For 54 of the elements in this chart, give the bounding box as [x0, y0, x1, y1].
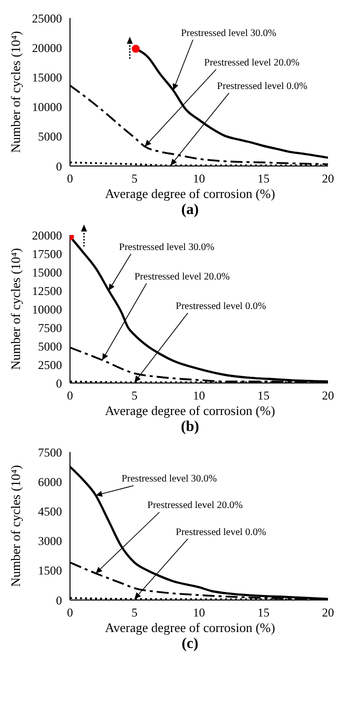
text: Prestressed level 30.0%	[119, 242, 214, 253]
x-tick-label: 10	[193, 606, 205, 620]
text: Prestressed level 30.0%	[180, 28, 276, 39]
text: Prestressed level 0.0%	[176, 526, 266, 538]
x-axis-title: Average degree of corrosion (%)	[104, 186, 276, 202]
y-tick-label: 12500	[32, 284, 62, 298]
x-tick-label: 5	[132, 606, 138, 620]
y-tick-label: 10000	[32, 302, 62, 316]
x-tick-label: 20	[322, 172, 334, 186]
x-tick-label: 5	[132, 172, 138, 186]
y-tick-label: 7500	[38, 320, 62, 335]
y-tick-label: 10000	[32, 100, 62, 114]
text: Prestressed level 30.0%	[122, 474, 217, 485]
x-tick-label: 15	[258, 388, 270, 403]
y-tick-label: 3000	[38, 534, 62, 548]
x-tick-label: 15	[258, 606, 270, 620]
text: (b)	[180, 419, 200, 436]
y-tick-label: 1500	[38, 564, 62, 578]
y-tick-label: 6000	[38, 474, 62, 489]
x-tick-label: 0	[67, 172, 73, 186]
x-tick-label: 0	[67, 388, 73, 403]
x-tick-label: 15	[258, 172, 270, 186]
y-tick-label: 7500	[38, 445, 62, 460]
x-tick-label: 5	[132, 388, 138, 403]
y-axis-title: Number of cycles (10⁴)	[8, 465, 23, 587]
text: Prestressed level 20.0%	[134, 271, 230, 282]
y-tick-label: 5000	[38, 339, 62, 354]
text: (c)	[180, 636, 200, 653]
y-axis-title: Number of cycles (10⁴)	[8, 31, 23, 153]
y-tick-label: 5000	[38, 130, 62, 144]
y-tick-label: 15000	[32, 265, 62, 280]
text: Prestressed level 20.0%	[204, 57, 300, 68]
y-tick-label: 4500	[38, 504, 62, 518]
y-tick-label: 0	[56, 376, 62, 390]
y-tick-label: 0	[56, 159, 62, 174]
y-tick-label: 2500	[38, 358, 62, 372]
x-tick-label: 20	[322, 606, 334, 620]
text: Prestressed level 20.0%	[147, 500, 243, 512]
x-tick-label: 0	[67, 606, 73, 620]
text: (a)	[180, 202, 200, 219]
x-tick-label: 20	[322, 388, 334, 403]
y-tick-label: 25000	[32, 11, 62, 26]
x-tick-label: 10	[193, 172, 205, 186]
y-tick-label: 0	[56, 593, 62, 608]
y-tick-label: 15000	[32, 70, 62, 84]
y-tick-label: 20000	[32, 40, 62, 55]
y-tick-label: 20000	[32, 228, 62, 242]
x-tick-label: 10	[193, 388, 205, 403]
x-axis-title: Average degree of corrosion (%)	[104, 403, 276, 419]
y-axis-title: Number of cycles (10⁴)	[8, 248, 23, 370]
x-axis-title: Average degree of corrosion (%)	[104, 620, 276, 636]
text: Prestressed level 0.0%	[176, 301, 266, 312]
y-tick-label: 17500	[32, 246, 62, 261]
text: Prestressed level 0.0%	[217, 81, 308, 92]
